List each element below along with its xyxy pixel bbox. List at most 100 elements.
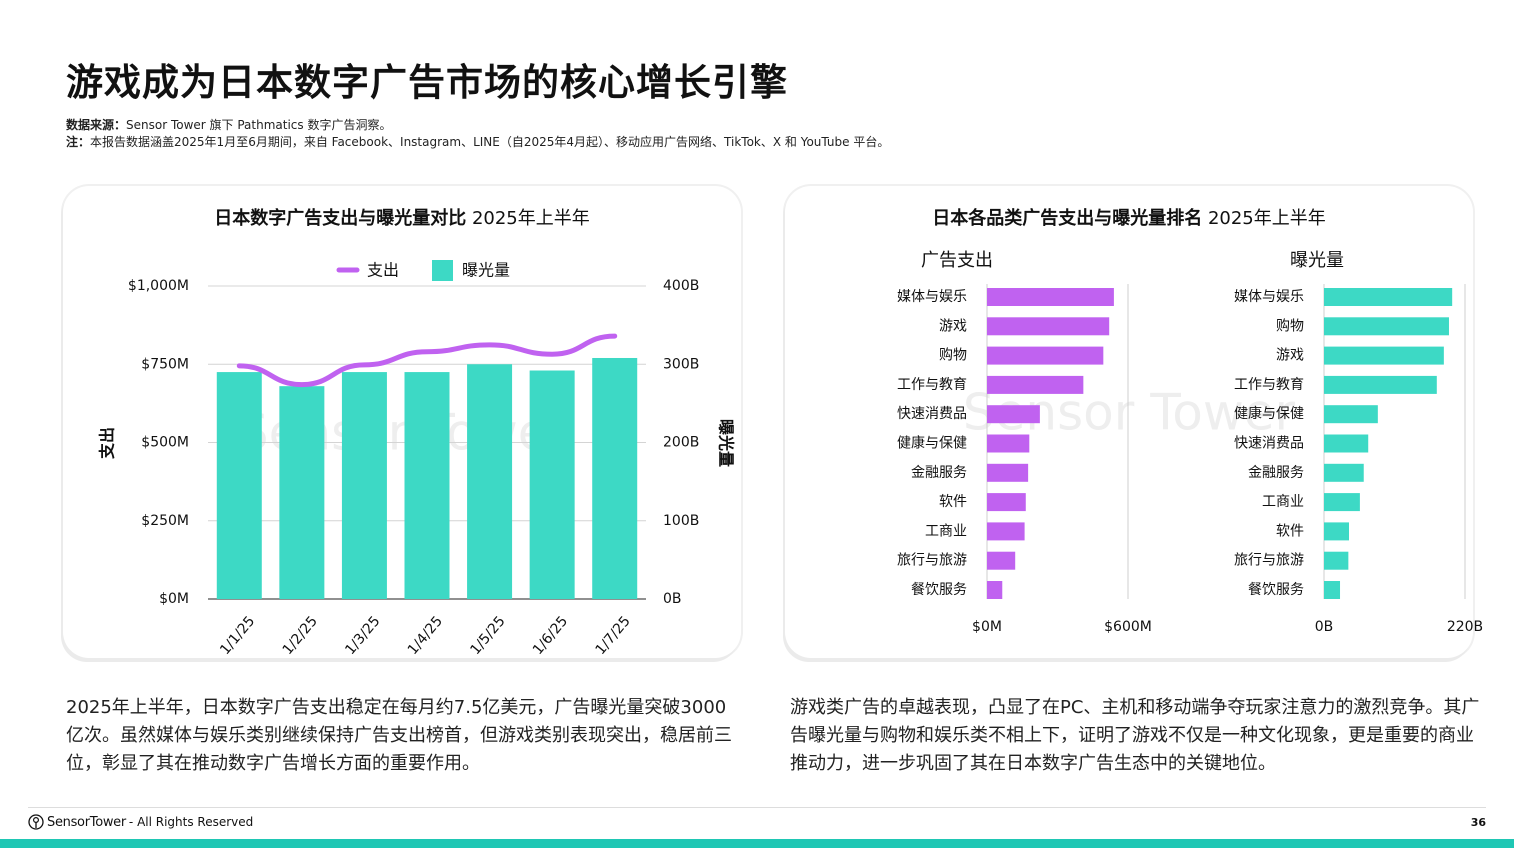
spend-bar — [987, 551, 1016, 570]
x-tick-label: 1/4/25 — [405, 613, 446, 658]
legend-impressions-label: 曝光量 — [462, 261, 510, 280]
spend-bar — [987, 405, 1040, 424]
impressions-bar — [1324, 405, 1378, 424]
impressions-bar — [529, 370, 575, 599]
impressions-category-label: 快速消费品 — [1234, 436, 1304, 452]
spend-bar — [987, 463, 1029, 482]
left-card-title: 日本数字广告支出与曝光量对比 2025年上半年 — [63, 204, 741, 230]
spend-category-label: 快速消费品 — [897, 406, 967, 422]
spend-x-tick-max: $600M — [1104, 619, 1152, 635]
footer-brand-name: SensorTower — [47, 814, 126, 830]
y-tick-label: $1,000M — [128, 278, 189, 294]
bottom-accent-bar — [0, 839, 1514, 848]
impressions-bar — [1324, 522, 1349, 541]
impressions-bar — [1324, 463, 1364, 482]
left-card-title-main: 日本数字广告支出与曝光量对比 — [214, 208, 467, 229]
impressions-category-label: 餐饮服务 — [1248, 582, 1304, 598]
spend-category-label: 工商业 — [925, 523, 967, 539]
y-tick-label: $250M — [141, 513, 189, 529]
y2-axis-title: 曝光量 — [717, 419, 736, 467]
x-tick-label: 1/2/25 — [280, 613, 321, 658]
y-tick-label: $500M — [141, 435, 189, 451]
impressions-bar — [1324, 581, 1341, 599]
impressions-category-label: 工作与教育 — [1234, 377, 1304, 393]
category-ranking-card: 日本各品类广告支出与曝光量排名 2025年上半年 Sensor Tower 广告支… — [785, 186, 1483, 658]
page-number: 36 — [1470, 816, 1486, 829]
impressions-bar — [1324, 288, 1453, 306]
note-label: 注： — [66, 135, 91, 149]
source-label: 数据来源： — [66, 118, 127, 132]
spend-x-tick-min: $0M — [972, 619, 1002, 635]
x-tick-label: 1/3/25 — [342, 613, 383, 658]
y2-tick-label: 300B — [663, 356, 699, 372]
impressions-bar — [1324, 375, 1437, 394]
footer-divider — [28, 807, 1486, 808]
impressions-bar — [592, 357, 638, 599]
x-tick-label: 1/5/25 — [467, 613, 508, 658]
spend-category-label: 媒体与娱乐 — [897, 289, 967, 305]
right-card-title-main: 日本各品类广告支出与曝光量排名 — [932, 208, 1203, 229]
impressions-category-label: 媒体与娱乐 — [1234, 289, 1304, 305]
impressions-panel-subtitle: 曝光量 — [1290, 250, 1344, 271]
spend-category-label: 工作与教育 — [897, 377, 967, 393]
y2-tick-label: 200B — [663, 435, 699, 451]
legend-impressions-swatch — [432, 260, 453, 281]
spend-bar — [987, 522, 1025, 541]
spend-bar — [987, 375, 1084, 394]
impressions-bar — [341, 372, 387, 599]
page-title: 游戏成为日本数字广告市场的核心增长引擎 — [66, 61, 788, 104]
y-axis-title: 支出 — [98, 427, 117, 460]
spend-category-label: 软件 — [939, 494, 967, 510]
source-text: Sensor Tower 旗下 Pathmatics 数字广告洞察。 — [126, 118, 392, 132]
spend-bar — [987, 493, 1026, 512]
spend-category-label: 旅行与旅游 — [897, 553, 967, 569]
spend-bar — [987, 346, 1104, 365]
spend-category-label: 餐饮服务 — [911, 582, 967, 598]
impressions-x-tick-min: 0B — [1315, 619, 1334, 635]
impressions-x-tick-max: 220B — [1447, 619, 1483, 635]
impressions-category-label: 软件 — [1276, 523, 1304, 539]
impressions-category-label: 游戏 — [1276, 348, 1304, 364]
right-card-title: 日本各品类广告支出与曝光量排名 2025年上半年 — [785, 204, 1473, 230]
impressions-bar — [1324, 434, 1369, 453]
spend-category-label: 购物 — [939, 348, 967, 364]
spend-bar — [987, 434, 1030, 453]
impressions-bar — [467, 364, 513, 599]
spend-bar — [987, 288, 1114, 306]
impressions-bar — [279, 386, 325, 599]
summary-paragraph-left: 2025年上半年，日本数字广告支出稳定在每月约7.5亿美元，广告曝光量突破300… — [66, 697, 732, 774]
summary-paragraph-right: 游戏类广告的卓越表现，凸显了在PC、主机和移动端争夺玩家注意力的激烈竞争。其广告… — [790, 697, 1480, 774]
spend-category-label: 健康与保健 — [897, 435, 967, 452]
spend-panel-subtitle: 广告支出 — [921, 250, 993, 271]
spend-impressions-card: 日本数字广告支出与曝光量对比 2025年上半年 Sensor Tower $0M $… — [63, 186, 741, 658]
impressions-category-label: 工商业 — [1262, 494, 1304, 510]
x-tick-label: 1/6/25 — [530, 613, 571, 658]
sensor-tower-logo-icon — [28, 814, 44, 830]
y2-tick-label: 100B — [663, 513, 699, 529]
source-note: 数据来源：Sensor Tower 旗下 Pathmatics 数字广告洞察。 … — [66, 117, 889, 151]
y2-tick-label: 400B — [663, 278, 699, 294]
spend-bar — [987, 581, 1003, 599]
impressions-bar — [1324, 317, 1449, 336]
category-ranking-chart: Sensor Tower广告支出媒体与娱乐游戏购物工作与教育快速消费品健康与保健… — [897, 250, 1483, 635]
impressions-category-label: 健康与保健 — [1234, 405, 1304, 422]
y-tick-label: $750M — [141, 356, 189, 372]
footer-brand: SensorTower - All Rights Reserved — [28, 814, 253, 830]
impressions-category-label: 旅行与旅游 — [1234, 553, 1304, 569]
impressions-bar — [1324, 346, 1444, 365]
impressions-bar — [1324, 493, 1360, 512]
spend-bar — [987, 317, 1110, 336]
spend-impressions-chart: Sensor Tower$0M$250M$500M$750M$1,000M0B1… — [98, 260, 736, 658]
left-card-title-period: 2025年上半年 — [471, 208, 590, 229]
impressions-bar — [1324, 551, 1349, 570]
note-text: 本报告数据涵盖2025年1月至6月期间，来自 Facebook、Instagra… — [90, 135, 890, 149]
footer-rights: - All Rights Reserved — [128, 815, 254, 829]
impressions-category-label: 购物 — [1276, 318, 1304, 334]
impressions-bar — [404, 372, 450, 599]
spend-category-label: 游戏 — [939, 318, 967, 334]
y2-tick-label: 0B — [663, 591, 682, 607]
spend-category-label: 金融服务 — [911, 465, 967, 481]
x-tick-label: 1/1/25 — [217, 613, 258, 658]
impressions-category-label: 金融服务 — [1248, 465, 1304, 481]
right-card-title-period: 2025年上半年 — [1207, 208, 1326, 229]
